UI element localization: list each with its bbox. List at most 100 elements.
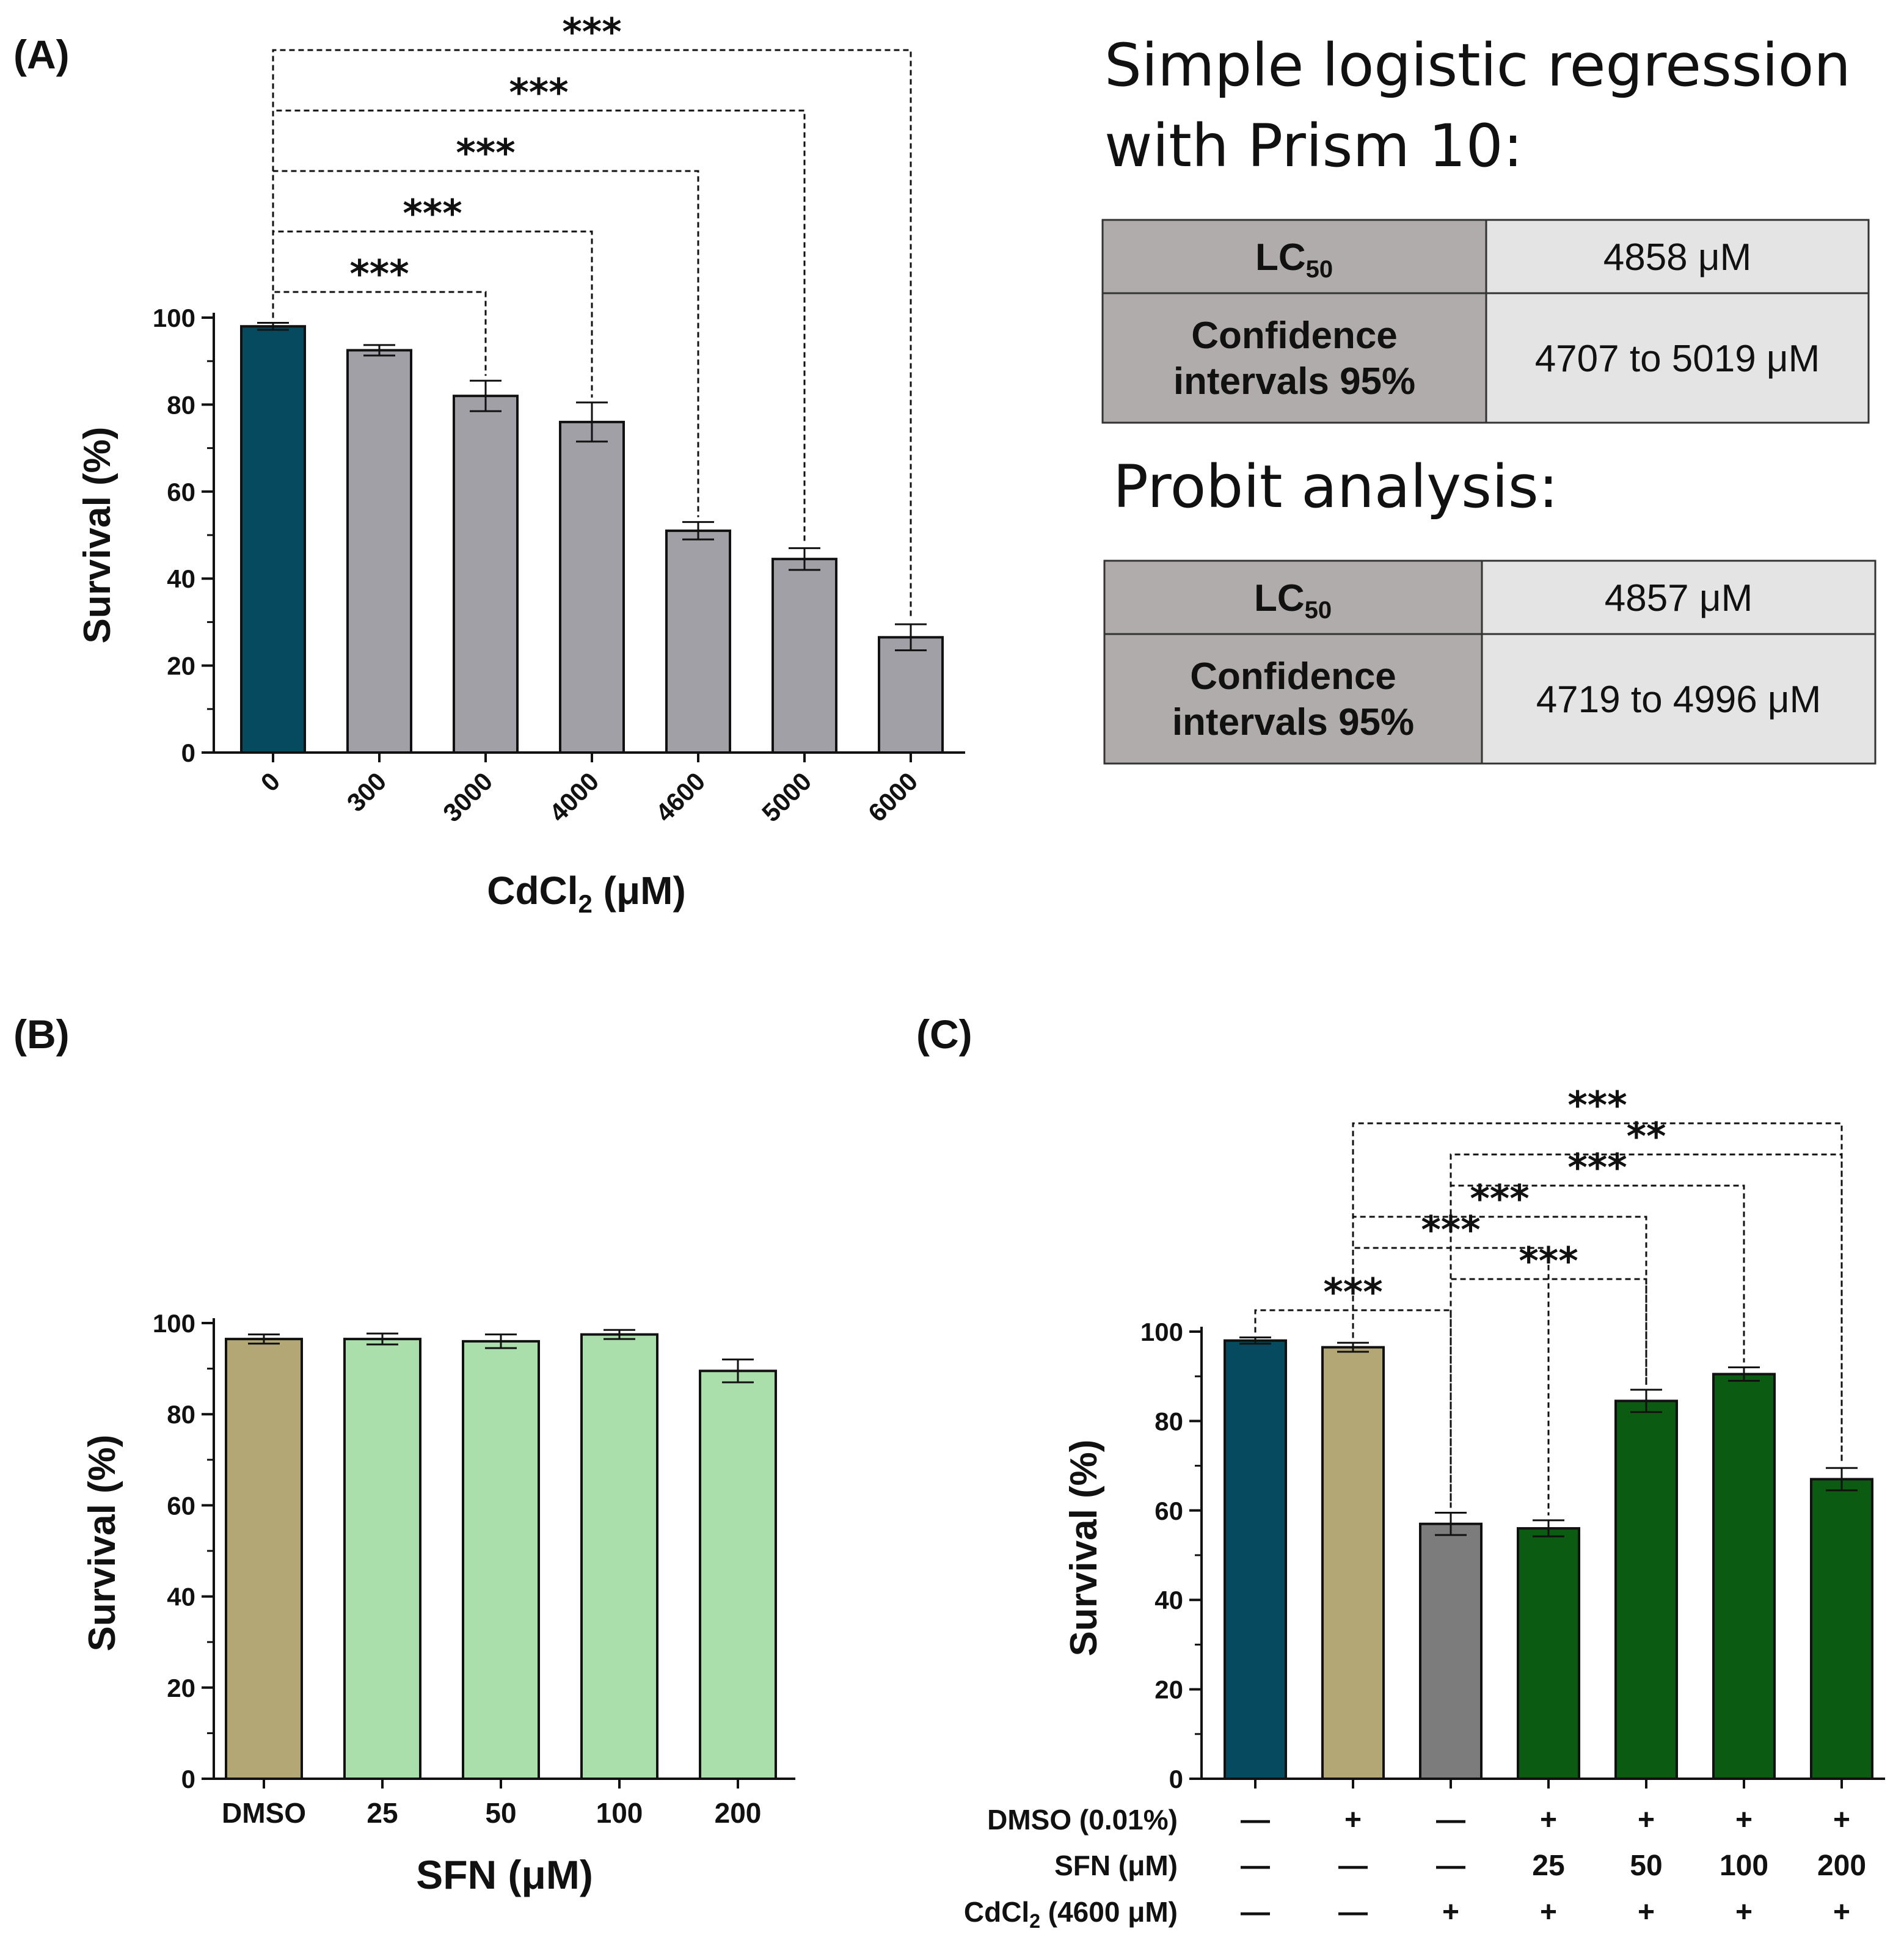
logistic-lc50-value: 4858 μM: [1603, 236, 1752, 279]
probit-lc50-label-cell: [1103, 560, 1483, 635]
x-tick-label: 300: [341, 767, 392, 817]
condition-cell: +: [1833, 1896, 1850, 1928]
significance-bracket: [1450, 1184, 1745, 1508]
probit-ci-value: 4719 to 4996 μM: [1536, 679, 1822, 721]
probit-ci-value-cell: [1481, 633, 1877, 765]
probit-heading: Probit analysis:: [1113, 453, 1558, 521]
bar: [453, 395, 519, 754]
bar: [1224, 1339, 1287, 1780]
significance-label: ***: [509, 70, 568, 115]
significance-label: ***: [562, 10, 621, 54]
x-tick-label: 200: [715, 1797, 762, 1829]
chart-c: 0 20 40 60 80 100 Survival (%) DMSO (0.01%) — + — +…: [964, 1083, 1885, 1932]
panel-a-label: (A): [13, 32, 70, 77]
condition-cell: 200: [1817, 1850, 1866, 1882]
x-tick-label: 4600: [650, 767, 710, 827]
condition-cell: —: [1436, 1850, 1465, 1882]
bar: [225, 1338, 303, 1781]
logistic-table: LC50 4858 μM Confidence intervals 95% 47…: [1101, 219, 1870, 424]
significance-bracket: [1352, 1216, 1647, 1385]
x-axis-label: CdCl2 (μM): [487, 869, 686, 918]
significance-label: ***: [403, 191, 462, 236]
condition-cell: —: [1338, 1896, 1368, 1928]
logistic-lc50-label-cell: [1101, 219, 1487, 294]
significance-bracket: [272, 49, 912, 619]
y-tick-label: 40: [167, 564, 195, 593]
bar: [665, 529, 731, 754]
x-tick-label: 0: [255, 767, 286, 797]
y-tick-label: 100: [153, 1309, 195, 1338]
x-tick-label: 4000: [544, 767, 604, 827]
probit-ci-label-cell: [1103, 633, 1483, 765]
bar: [462, 1340, 540, 1781]
condition-cell: +: [1540, 1896, 1557, 1928]
y-tick-label: 60: [167, 478, 195, 506]
bar: [346, 349, 412, 754]
condition-cell: +: [1638, 1896, 1655, 1928]
significance-label: ***: [1567, 1083, 1627, 1128]
y-tick-label: 20: [167, 1674, 195, 1702]
chart-b: 0 20 40 60 80 100 Survival (%) DMSO 25 50 100 200 SF…: [81, 1309, 795, 1897]
x-tick-label: 50: [485, 1797, 516, 1829]
condition-row-label: CdCl2 (4600 μM): [964, 1896, 1178, 1932]
bar: [878, 636, 944, 754]
condition-cell: 25: [1532, 1850, 1564, 1882]
y-tick-label: 60: [1154, 1497, 1183, 1525]
significance-bracket: [272, 230, 593, 398]
significance-label: ***: [456, 131, 515, 175]
bar: [771, 558, 837, 754]
condition-row-label: DMSO (0.01%): [987, 1804, 1178, 1836]
significance-label: ***: [349, 252, 409, 296]
bar: [580, 1333, 658, 1780]
logistic-ci-label-1: Confidence: [1191, 315, 1398, 357]
x-axis-label: SFN (μM): [416, 1852, 593, 1897]
panel-b-label: (B): [13, 1012, 70, 1057]
condition-cell: +: [1735, 1896, 1753, 1928]
x-tick-label: 25: [367, 1797, 398, 1829]
significance-bracket: [1352, 1122, 1843, 1464]
significance-bracket: [1450, 1153, 1843, 1508]
y-tick-label: 20: [1154, 1676, 1183, 1704]
y-tick-label: 20: [167, 652, 195, 680]
y-tick-label: 80: [1154, 1407, 1183, 1435]
condition-cell: —: [1338, 1850, 1368, 1882]
logistic-lc50-label: LC50: [1255, 236, 1333, 283]
condition-cell: —: [1241, 1850, 1270, 1882]
condition-cell: —: [1241, 1896, 1270, 1928]
condition-row-label: SFN (μM): [1054, 1850, 1178, 1881]
bar: [1419, 1522, 1483, 1780]
bar: [1810, 1478, 1873, 1781]
panel-c-label: (C): [916, 1012, 972, 1057]
probit-ci-label-2: intervals 95%: [1172, 701, 1414, 743]
bar: [343, 1338, 421, 1781]
chart-a: 0 20 40 60 80 100 Survival (%) 0 300 3000 4000 4600…: [76, 10, 965, 918]
condition-cell: —: [1436, 1804, 1465, 1836]
y-tick-label: 60: [167, 1491, 195, 1520]
x-tick-label: 5000: [756, 767, 817, 827]
condition-cell: +: [1344, 1804, 1362, 1836]
y-tick-label: 80: [167, 390, 195, 419]
significance-label: ***: [1470, 1176, 1529, 1221]
y-tick-label: 40: [167, 1583, 195, 1611]
y-tick-label: 0: [181, 738, 195, 767]
y-axis-label: Survival (%): [81, 1435, 123, 1652]
significance-label: ***: [1567, 1145, 1627, 1190]
condition-cell: 50: [1630, 1850, 1662, 1882]
logistic-heading-line1: Simple logistic regression: [1104, 31, 1851, 100]
condition-cell: +: [1638, 1804, 1655, 1836]
condition-cell: 100: [1720, 1850, 1768, 1882]
bar: [699, 1369, 777, 1781]
condition-cell: +: [1735, 1804, 1753, 1836]
probit-table: LC50 4857 μM Confidence intervals 95% 47…: [1103, 560, 1877, 765]
condition-cell: +: [1833, 1804, 1850, 1836]
condition-cell: —: [1241, 1804, 1270, 1836]
logistic-ci-value-cell: [1485, 292, 1870, 424]
x-tick-label: DMSO: [222, 1797, 306, 1829]
y-tick-label: 80: [167, 1400, 195, 1429]
bar: [1712, 1373, 1776, 1781]
y-tick-label: 0: [181, 1765, 195, 1793]
probit-lc50-label: LC50: [1254, 577, 1332, 624]
significance-label: **: [1627, 1114, 1666, 1159]
logistic-ci-label-cell: [1101, 292, 1487, 424]
